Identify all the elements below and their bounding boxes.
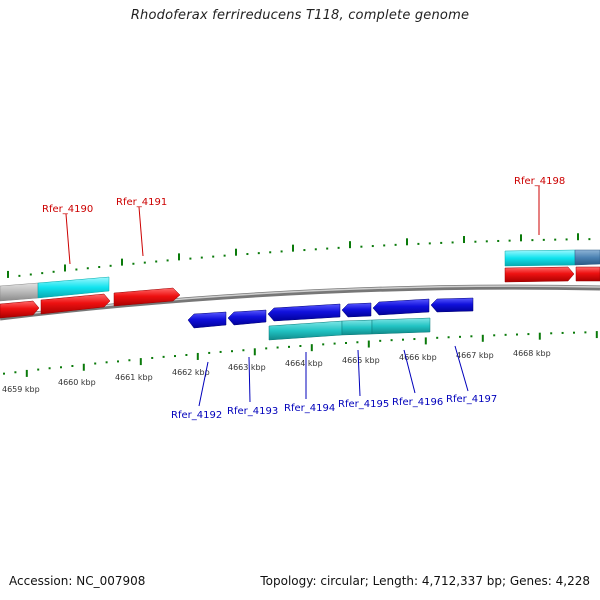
- kbp-label: 4662 kbp: [172, 368, 210, 377]
- gene-arrow[interactable]: [227, 309, 267, 326]
- gene-label[interactable]: Rfer_4192: [171, 410, 222, 421]
- gene-label[interactable]: Rfer_4193: [227, 406, 278, 417]
- cds-feature[interactable]: [341, 319, 373, 336]
- cds-feature[interactable]: [504, 249, 576, 267]
- genome-stats: Topology: circular; Length: 4,712,337 bp…: [260, 574, 590, 588]
- cds-feature[interactable]: [37, 276, 110, 299]
- label-leader-line: [403, 349, 416, 394]
- label-leader-line: [198, 361, 209, 407]
- kbp-label: 4663 kbp: [228, 363, 266, 372]
- cds-feature[interactable]: [0, 282, 39, 302]
- kbp-label: 4667 kbp: [456, 351, 494, 360]
- kbp-label: 4666 kbp: [399, 353, 437, 362]
- label-leader-line: [357, 349, 361, 397]
- gene-label[interactable]: Rfer_4194: [284, 403, 335, 414]
- label-leader-line: [248, 356, 251, 403]
- gene-arrow[interactable]: [187, 311, 227, 329]
- cds-feature[interactable]: [268, 320, 343, 341]
- gene-arrow[interactable]: [575, 266, 600, 282]
- gene-arrow[interactable]: [341, 302, 372, 318]
- top-ticks: [7, 233, 591, 278]
- kbp-labels: 4659 kbp 4660 kbp 4661 kbp 4662 kbp 4663 kbp…: [2, 349, 551, 394]
- gene-label[interactable]: Rfer_4195: [338, 399, 389, 410]
- cds-feature[interactable]: [574, 249, 600, 266]
- gene-label[interactable]: Rfer_4198: [514, 176, 565, 187]
- kbp-label: 4660 kbp: [58, 378, 96, 387]
- label-leader-line: [454, 345, 469, 392]
- kbp-label: 4664 kbp: [285, 359, 323, 368]
- gene-arrow[interactable]: [430, 297, 474, 313]
- kbp-label: 4668 kbp: [513, 349, 551, 358]
- gene-label[interactable]: Rfer_4196: [392, 397, 443, 408]
- accession-text: Accession: NC_007908: [9, 574, 146, 588]
- gene-label[interactable]: Rfer_4197: [446, 394, 497, 405]
- kbp-label: 4659 kbp: [2, 385, 40, 394]
- gene-label[interactable]: Rfer_4190: [42, 204, 93, 215]
- bottom-ticks: [3, 331, 598, 377]
- gene-arrow[interactable]: [504, 266, 575, 283]
- gene-label[interactable]: Rfer_4191: [116, 197, 167, 208]
- kbp-label: 4665 kbp: [342, 356, 380, 365]
- label-leader-line: [65, 213, 71, 265]
- gene-arrow[interactable]: [372, 298, 430, 316]
- label-leader-line: [138, 206, 144, 257]
- map-title: Rhodoferax ferrireducens T118, complete …: [130, 8, 470, 23]
- gene-arrow[interactable]: [40, 293, 111, 315]
- gene-arrow[interactable]: [0, 300, 40, 319]
- gene-arrow[interactable]: [113, 287, 181, 307]
- cds-feature[interactable]: [371, 317, 431, 335]
- kbp-label: 4661 kbp: [115, 373, 153, 382]
- gene-arrow[interactable]: [267, 303, 341, 322]
